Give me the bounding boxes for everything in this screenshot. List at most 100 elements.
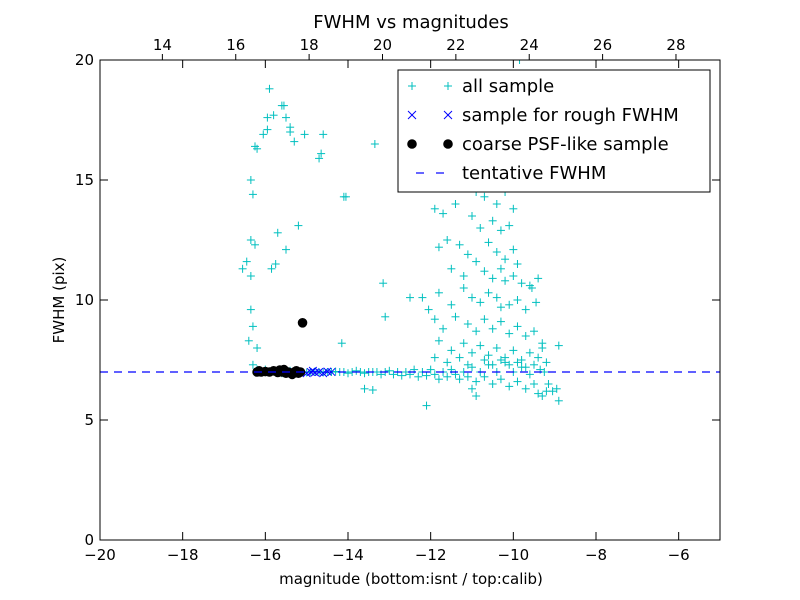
data-point (521, 384, 530, 393)
data-point (530, 360, 538, 369)
data-point (422, 401, 431, 410)
data-point (290, 137, 299, 146)
data-point (534, 274, 543, 283)
data-point (488, 324, 497, 333)
data-point (253, 344, 262, 352)
top-x-tick-label: 22 (446, 36, 465, 54)
data-point (447, 346, 456, 355)
data-point (259, 130, 268, 139)
data-point (509, 245, 518, 254)
data-point (472, 257, 481, 266)
x-axis-label: magnitude (bottom:isnt / top:calib) (279, 570, 543, 588)
legend-entry-tentative-fwhm: tentative FWHM (416, 163, 606, 184)
data-point (509, 346, 518, 355)
y-tick-label: 10 (75, 291, 94, 309)
data-point (459, 272, 468, 280)
data-point (439, 324, 448, 333)
x-tick-label: −16 (250, 546, 282, 564)
data-point (517, 356, 526, 364)
data-point (527, 284, 536, 292)
data-point (385, 366, 394, 375)
legend-marker (407, 139, 417, 149)
data-point (513, 260, 522, 268)
data-point (509, 204, 518, 213)
data-point (397, 371, 406, 380)
x-tick-label: −20 (84, 546, 116, 564)
data-point (439, 209, 448, 218)
data-point (238, 264, 247, 273)
top-x-tick-label: 20 (373, 36, 392, 54)
y-tick-label: 5 (84, 411, 94, 429)
legend-marker (408, 82, 416, 90)
data-point (246, 236, 255, 244)
data-point (279, 101, 288, 110)
data-point (501, 353, 510, 362)
data-point (492, 248, 501, 256)
data-point (267, 264, 276, 273)
legend-entry-coarse-psf-like-sample: coarse PSF-like sample (407, 134, 669, 155)
legend-label: tentative FWHM (462, 163, 606, 184)
data-point (265, 84, 274, 93)
data-point (317, 149, 326, 158)
data-point (300, 130, 309, 139)
data-point (379, 279, 388, 288)
data-point (532, 298, 541, 307)
data-point (455, 375, 464, 384)
data-point (459, 339, 468, 348)
legend-label: coarse PSF-like sample (462, 134, 669, 155)
legend-marker (407, 110, 417, 120)
data-point (480, 267, 489, 276)
data-point (434, 243, 443, 252)
data-point (496, 226, 505, 235)
data-point (521, 332, 530, 340)
data-point (472, 392, 481, 400)
data-point (509, 272, 518, 280)
data-point (434, 375, 443, 384)
data-point (253, 144, 262, 153)
legend: all sample sample for rough FWHM coarse PS… (397, 69, 711, 193)
data-point (513, 358, 522, 367)
data-point (468, 384, 476, 393)
data-point (517, 279, 526, 288)
data-point (538, 392, 547, 400)
data-point (389, 370, 398, 379)
data-point (484, 238, 493, 247)
data-point (422, 371, 431, 380)
legend-entry-all-sample: all sample (408, 76, 554, 97)
data-point (463, 320, 472, 328)
x-tick-label: −18 (167, 546, 199, 564)
data-point (521, 363, 530, 372)
data-point (476, 224, 485, 232)
data-point (418, 293, 427, 302)
data-point (544, 380, 553, 388)
top-x-tick-label: 14 (153, 36, 172, 54)
data-point (248, 360, 257, 369)
legend-label: all sample (462, 76, 554, 97)
data-point (434, 336, 443, 345)
data-point (381, 312, 390, 321)
data-point (554, 341, 563, 350)
data-point (269, 111, 278, 120)
data-point (542, 358, 551, 367)
data-point (505, 360, 514, 369)
data-point (496, 356, 505, 364)
legend-marker (443, 110, 453, 120)
data-point (443, 372, 452, 381)
data-point (468, 212, 476, 220)
legend-marker (444, 82, 452, 90)
data-point (488, 216, 497, 225)
data-point (319, 130, 328, 139)
top-x-tick-label: 24 (520, 36, 539, 54)
data-point (476, 298, 485, 307)
data-point (496, 317, 505, 326)
data-point (534, 353, 543, 362)
data-point (282, 113, 290, 122)
chart-title: FWHM vs magnitudes (313, 12, 508, 33)
data-point (463, 250, 472, 259)
y-tick-label: 20 (75, 51, 94, 69)
data-point (339, 192, 348, 201)
data-point (468, 293, 476, 302)
y-axis-label: FWHM (pix) (50, 257, 68, 344)
data-point (505, 329, 514, 338)
